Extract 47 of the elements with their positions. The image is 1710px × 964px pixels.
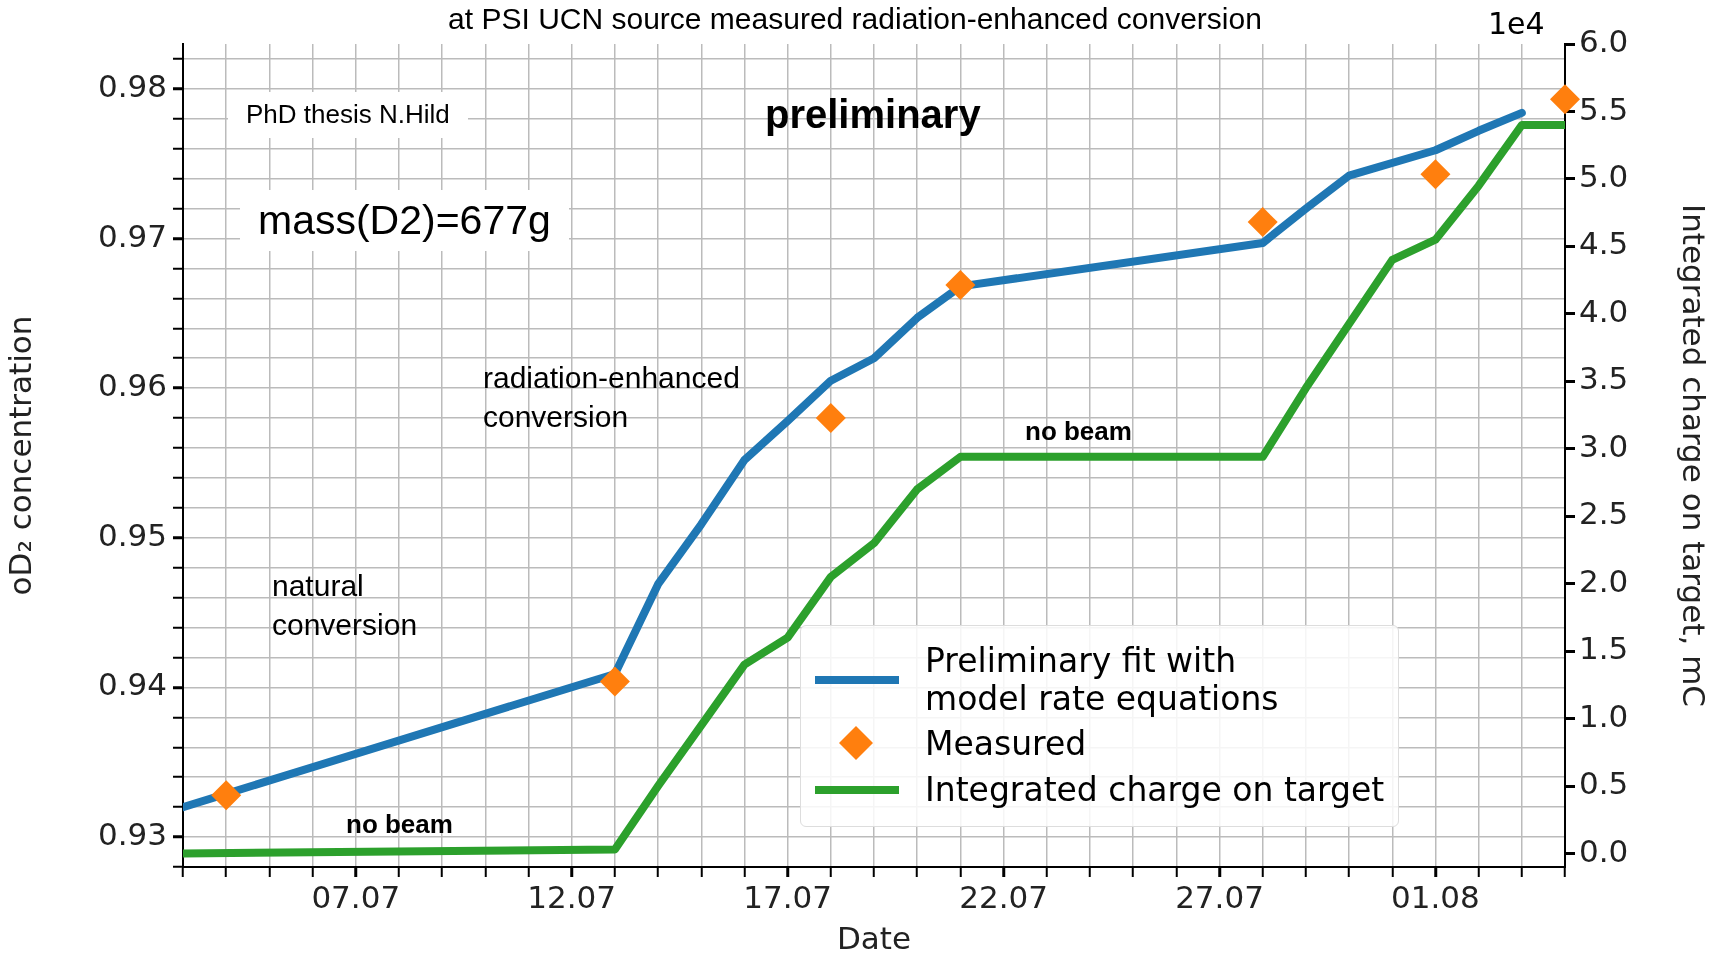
y2-tick-label: 3.5 xyxy=(1579,360,1629,397)
annotation: preliminary xyxy=(765,91,981,138)
y2-tick-label: 6.0 xyxy=(1579,23,1629,60)
x-tick-label: 07.07 xyxy=(311,878,401,915)
point xyxy=(815,403,846,434)
x-tick-label: 17.07 xyxy=(743,878,832,915)
y2-axis-title: Integrated charge on target, mC xyxy=(1676,204,1710,707)
y2-tick-label: 5.5 xyxy=(1579,90,1629,127)
chart-title: at PSI UCN source measured radiation-enhanced conversion xyxy=(448,2,1262,35)
annotation: PhD thesis N.Hild xyxy=(228,92,468,138)
x-tick-label: 27.07 xyxy=(1175,878,1264,915)
point xyxy=(599,666,630,697)
x-axis-title: Date xyxy=(836,920,912,957)
annotation: natural conversion xyxy=(272,568,418,643)
y2-tick-label: 3.0 xyxy=(1579,427,1629,464)
text: 1e4 xyxy=(1488,5,1545,43)
point xyxy=(1247,207,1278,238)
point xyxy=(945,269,976,300)
y2-tick-label: 2.5 xyxy=(1579,495,1629,532)
y-tick-label: 0.97 xyxy=(97,217,167,254)
y2-tick-label: 4.0 xyxy=(1579,292,1629,329)
y2-tick-label: 0.5 xyxy=(1579,765,1629,802)
y-tick-label: 0.95 xyxy=(97,516,167,553)
y-tick-label: 0.96 xyxy=(97,367,167,404)
annotation: radiation-enhanced conversion xyxy=(483,360,740,435)
y2-tick-label: 4.5 xyxy=(1579,225,1629,262)
annotation: no beam xyxy=(346,808,453,841)
legend-label: Integrated charge on target xyxy=(925,769,1385,809)
y2-tick-label: 1.5 xyxy=(1579,630,1629,667)
point xyxy=(211,780,242,811)
y2-tick-label: 1.0 xyxy=(1579,697,1629,734)
y2-tick-label: 2.0 xyxy=(1579,562,1629,599)
y-tick-label: 0.93 xyxy=(97,816,167,853)
x-tick-label: 12.07 xyxy=(527,878,617,915)
y-axis-title: oD₂ concentration xyxy=(1,315,38,596)
point xyxy=(1550,84,1580,115)
legend-label: Preliminary fit with model rate equations xyxy=(925,641,1280,718)
x-tick-label: 22.07 xyxy=(959,878,1048,915)
annotation: mass(D2)=677g xyxy=(240,190,569,252)
y-tick-label: 0.98 xyxy=(97,67,167,104)
legend-label: Measured xyxy=(925,723,1087,763)
point xyxy=(1420,159,1451,190)
annotation: no beam xyxy=(1025,415,1132,448)
x-tick-label: 01.08 xyxy=(1391,878,1480,915)
y2-tick-label: 0.0 xyxy=(1579,832,1629,869)
y2-tick-label: 5.0 xyxy=(1579,157,1629,194)
y-tick-label: 0.94 xyxy=(97,666,167,703)
